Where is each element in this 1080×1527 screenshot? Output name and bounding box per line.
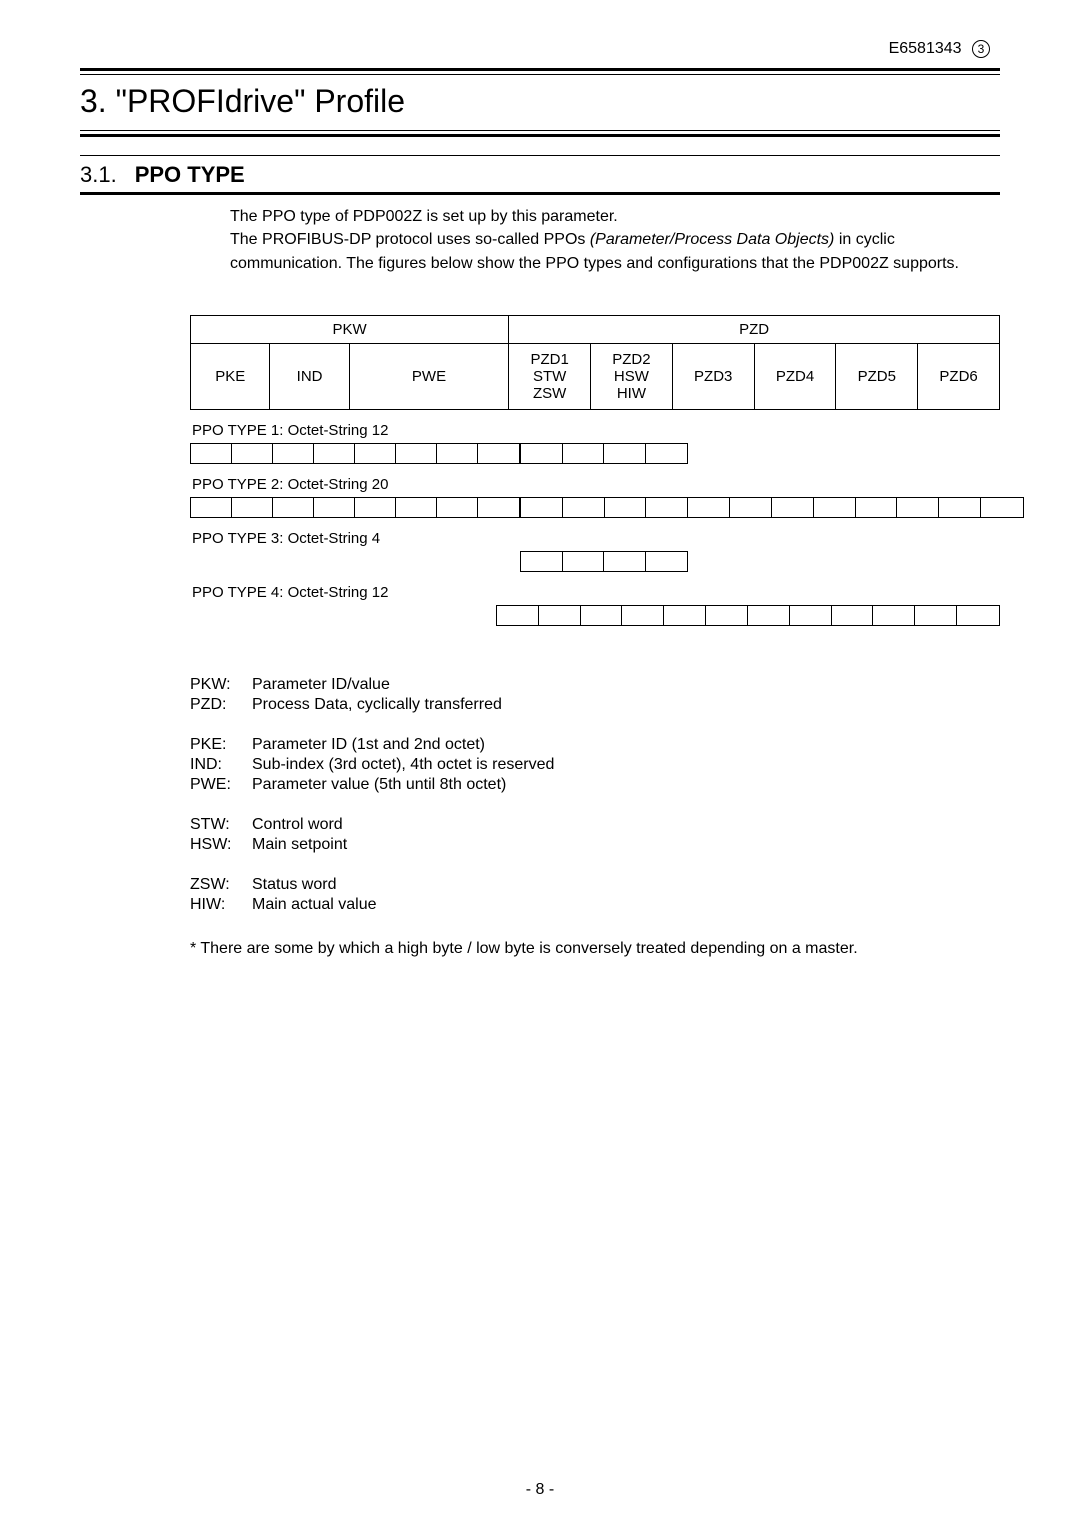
legend-row: STW:Control word <box>190 816 1000 834</box>
ppo-octet-row <box>190 443 1000 464</box>
rule-sec-2 <box>80 192 1000 195</box>
legend-def: Sub-index (3rd octet), 4th octet is rese… <box>252 756 554 774</box>
legend-term: IND: <box>190 756 252 774</box>
legend-term: STW: <box>190 816 252 834</box>
ppo-type-block: PPO TYPE 2: Octet-String 20 <box>190 476 1000 518</box>
legend-row: IND:Sub-index (3rd octet), 4th octet is … <box>190 756 1000 774</box>
chapter-title-text: "PROFIdrive" Profile <box>116 83 405 119</box>
legend-term: HSW: <box>190 836 252 854</box>
legend-term: PWE: <box>190 776 252 794</box>
legend-def: Parameter ID (1st and 2nd octet) <box>252 736 485 754</box>
legend-term: PZD: <box>190 696 252 714</box>
section-heading: 3.1. PPO TYPE <box>80 156 1000 192</box>
legend-def: Parameter value (5th until 8th octet) <box>252 776 506 794</box>
ppo-label: PPO TYPE 4: Octet-String 12 <box>192 584 1000 601</box>
col-ind: IND <box>270 343 349 409</box>
legend-row: PKW:Parameter ID/value <box>190 676 1000 694</box>
legend-def: Status word <box>252 876 336 894</box>
ppo-label: PPO TYPE 1: Octet-String 12 <box>192 422 1000 439</box>
pkw-group-label: PKW <box>191 315 509 343</box>
ppo-octet-row <box>190 497 1000 518</box>
footnote: * There are some by which a high byte / … <box>190 940 1000 958</box>
ppo-diagram: PKW PZD PKE IND PWE PZD1 STW ZSW PZD2 HS… <box>190 315 1000 626</box>
intro-line-1: The PPO type of PDP002Z is set up by thi… <box>230 205 980 228</box>
doc-id-row: E6581343 3 <box>80 40 1000 58</box>
chapter-number: 3. <box>80 83 107 119</box>
legend-row: HSW:Main setpoint <box>190 836 1000 854</box>
col-pzd4: PZD4 <box>754 343 836 409</box>
col-pzd1: PZD1 STW ZSW <box>509 343 591 409</box>
legend: PKW:Parameter ID/valuePZD:Process Data, … <box>190 676 1000 914</box>
legend-row: PKE:Parameter ID (1st and 2nd octet) <box>190 736 1000 754</box>
ppo-rows-container: PPO TYPE 1: Octet-String 12 PPO TYPE 2: O… <box>190 422 1000 626</box>
legend-term: PKE: <box>190 736 252 754</box>
legend-def: Main setpoint <box>252 836 347 854</box>
ppo-label: PPO TYPE 3: Octet-String 4 <box>192 530 1000 547</box>
intro-line-2: The PROFIBUS-DP protocol uses so-called … <box>230 228 980 274</box>
pzd-group-label: PZD <box>509 315 1000 343</box>
section-title-text: PPO TYPE <box>135 162 245 188</box>
ppo-type-block: PPO TYPE 3: Octet-String 4 <box>190 530 1000 572</box>
col-pzd3: PZD3 <box>672 343 754 409</box>
ppo-type-block: PPO TYPE 1: Octet-String 12 <box>190 422 1000 464</box>
legend-term: HIW: <box>190 896 252 914</box>
legend-row: HIW:Main actual value <box>190 896 1000 914</box>
legend-def: Process Data, cyclically transferred <box>252 696 502 714</box>
col-pwe: PWE <box>349 343 509 409</box>
ppo-octet-row <box>190 551 1000 572</box>
page-number: - 8 - <box>0 1481 1080 1499</box>
legend-def: Control word <box>252 816 343 834</box>
legend-term: PKW: <box>190 676 252 694</box>
col-pke: PKE <box>191 343 270 409</box>
chapter-heading: 3. "PROFIdrive" Profile <box>80 75 1000 130</box>
section-number: 3.1. <box>80 162 117 188</box>
legend-term: ZSW: <box>190 876 252 894</box>
doc-rev: 3 <box>972 40 990 58</box>
ppo-label: PPO TYPE 2: Octet-String 20 <box>192 476 1000 493</box>
header-table: PKW PZD PKE IND PWE PZD1 STW ZSW PZD2 HS… <box>190 315 1000 410</box>
col-pzd5: PZD5 <box>836 343 918 409</box>
legend-row: ZSW:Status word <box>190 876 1000 894</box>
legend-row: PZD:Process Data, cyclically transferred <box>190 696 1000 714</box>
col-pzd2: PZD2 HSW HIW <box>591 343 673 409</box>
legend-row: PWE:Parameter value (5th until 8th octet… <box>190 776 1000 794</box>
ppo-octet-row <box>190 605 1000 626</box>
legend-def: Parameter ID/value <box>252 676 390 694</box>
legend-def: Main actual value <box>252 896 377 914</box>
ppo-type-block: PPO TYPE 4: Octet-String 12 <box>190 584 1000 626</box>
intro-paragraph: The PPO type of PDP002Z is set up by thi… <box>230 205 980 275</box>
col-pzd6: PZD6 <box>918 343 1000 409</box>
doc-id: E6581343 <box>889 40 962 57</box>
